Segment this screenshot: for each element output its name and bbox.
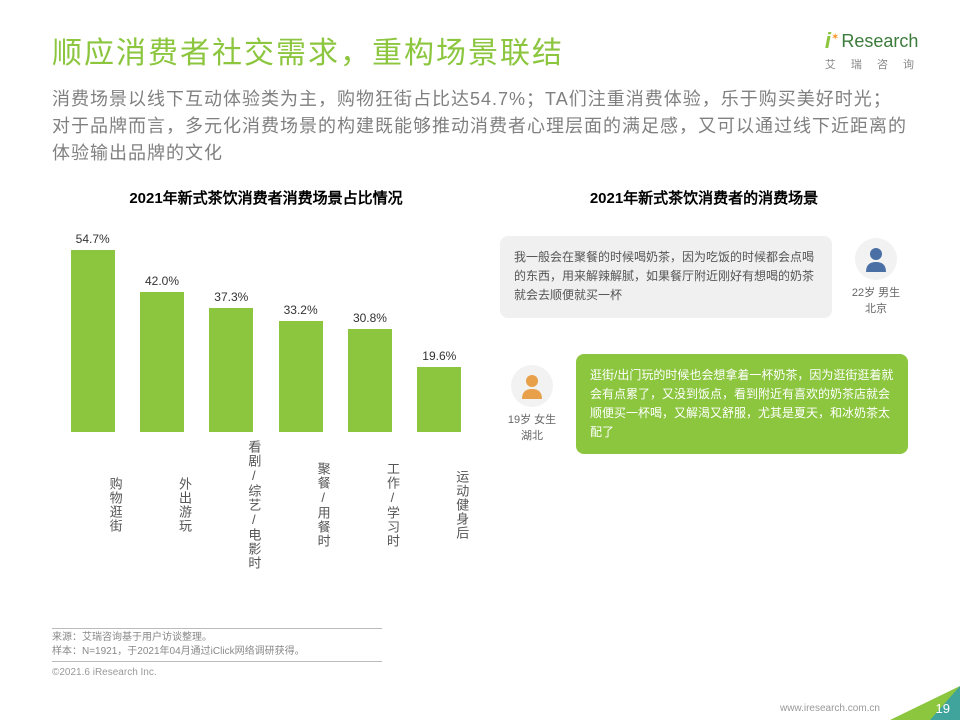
bar-category-label: 聚餐/用餐时 xyxy=(272,440,330,570)
bar-value-label: 19.6% xyxy=(422,349,456,363)
footer-url: www.iresearch.com.cn xyxy=(780,703,880,714)
bar-item: 30.8% xyxy=(341,311,399,432)
bar-value-label: 30.8% xyxy=(353,311,387,325)
footnotes: 来源：艾瑞咨询基于用户访谈整理。 样本：N=1921，于2021年04月通过iC… xyxy=(52,628,382,680)
bar-category-label: 工作/学习时 xyxy=(341,440,399,570)
quote-row: 我一般会在聚餐的时候喝奶茶，因为吃饭的时候都会点喝的东西，用来解辣解腻，如果餐厅… xyxy=(500,236,908,318)
bar-category-label: 外出游玩 xyxy=(133,440,191,570)
avatar-icon xyxy=(855,238,897,280)
bar-item: 19.6% xyxy=(410,349,468,432)
bar-item: 37.3% xyxy=(202,290,260,432)
footnote-source: 来源：艾瑞咨询基于用户访谈整理。 xyxy=(52,631,382,645)
bar-chart: 54.7%42.0%37.3%33.2%30.8%19.6% 购物逛街外出游玩看… xyxy=(52,232,480,552)
bar-value-label: 37.3% xyxy=(214,290,248,304)
bar xyxy=(417,367,461,432)
persona-line1: 22岁 男生 xyxy=(852,284,900,300)
quotes-column: 2021年新式茶饮消费者的消费场景 我一般会在聚餐的时候喝奶茶，因为吃饭的时候都… xyxy=(480,187,908,552)
chart-column: 2021年新式茶饮消费者消费场景占比情况 54.7% 42.0% 37.3% 33.2… xyxy=(52,187,480,552)
copyright: ©2021.6 iResearch Inc. xyxy=(52,666,382,680)
persona: 19岁 女生湖北 xyxy=(500,365,564,443)
logo-sun-icon: ✶ xyxy=(831,32,839,43)
bar-item: 33.2% xyxy=(272,303,330,432)
quote-bubble: 我一般会在聚餐的时候喝奶茶，因为吃饭的时候都会点喝的东西，用来解辣解腻，如果餐厅… xyxy=(500,236,832,318)
bar xyxy=(71,250,115,432)
avatar-icon xyxy=(511,365,553,407)
bar xyxy=(140,292,184,432)
bar xyxy=(209,308,253,432)
logo-subtext: 艾 瑞 咨 询 xyxy=(825,56,920,72)
bar-value-label: 33.2% xyxy=(284,303,318,317)
quote-row: 19岁 女生湖北逛街/出门玩的时候也会想拿着一杯奶茶，因为逛街逛着就会有点累了，… xyxy=(500,354,908,455)
right-title: 2021年新式茶饮消费者的消费场景 xyxy=(500,187,908,208)
quote-bubble: 逛街/出门玩的时候也会想拿着一杯奶茶，因为逛街逛着就会有点累了，又没到饭点，看到… xyxy=(576,354,908,455)
bar-item: 42.0% xyxy=(133,274,191,432)
persona: 22岁 男生北京 xyxy=(844,238,908,316)
persona-line1: 19岁 女生 xyxy=(508,411,556,427)
bar-category-label: 看剧/综艺/电影时 xyxy=(202,440,260,570)
chart-title: 2021年新式茶饮消费者消费场景占比情况 xyxy=(52,187,480,208)
bar-category-label: 运动健身后 xyxy=(410,440,468,570)
page-title: 顺应消费者社交需求，重构场景联结 xyxy=(52,28,908,72)
bar-value-label: 54.7% xyxy=(76,232,110,246)
logo: i ✶ Research 艾 瑞 咨 询 xyxy=(825,28,920,72)
bar-value-label: 42.0% xyxy=(145,274,179,288)
bar xyxy=(279,321,323,432)
persona-line2: 湖北 xyxy=(521,427,543,443)
page-number: 19 xyxy=(936,701,950,716)
footnote-sample: 样本：N=1921，于2021年04月通过iClick网络调研获得。 xyxy=(52,645,382,659)
page-subtitle: 消费场景以线下互动体验类为主，购物狂街占比达54.7%；TA们注重消费体验，乐于… xyxy=(52,86,908,167)
logo-text: Research xyxy=(841,31,918,52)
bar xyxy=(348,329,392,432)
bar-item: 54.7% xyxy=(64,232,122,432)
corner-decoration: 19 xyxy=(890,686,960,720)
persona-line2: 北京 xyxy=(865,300,887,316)
bar-category-label: 购物逛街 xyxy=(64,440,122,570)
